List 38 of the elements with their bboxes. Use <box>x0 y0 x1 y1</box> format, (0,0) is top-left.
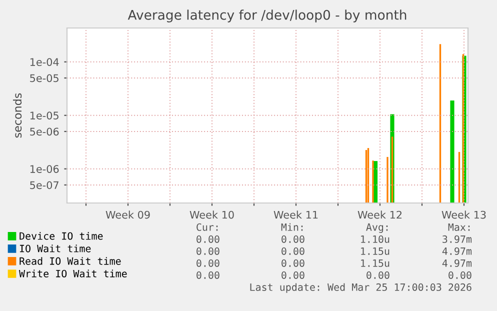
y-tick-label: 5e-05 <box>30 74 58 82</box>
text: 4.97m <box>442 247 472 255</box>
text: 0.00 <box>282 271 304 279</box>
x-tick-label: Week 10 <box>190 210 234 219</box>
text: 1.10u <box>361 235 390 243</box>
y-tick-label: 1e-05 <box>30 112 58 120</box>
x-tick-label: Week 09 <box>106 210 150 219</box>
x-tick-label: Week 11 <box>274 210 318 219</box>
y-tick-label: 1e-06 <box>30 165 59 173</box>
legend-label: IO Wait time <box>20 244 91 252</box>
text: Cur: <box>196 223 218 231</box>
x-tick-label: Week 13 <box>442 210 486 219</box>
text: 0.00 <box>282 247 304 255</box>
text: Last update: Wed Mar 25 17:00:03 2026 <box>250 283 472 293</box>
chart-title: Average latency for /dev/loop0 - by month <box>128 10 406 22</box>
text: Avg: <box>366 223 388 233</box>
legend-label: Device IO time <box>20 232 103 240</box>
text: 0.00 <box>282 235 304 243</box>
legend-label: Read IO Wait time <box>20 257 121 265</box>
text: Max: <box>448 223 470 231</box>
y-axis-title: seconds <box>13 93 22 138</box>
y-tick-label: 5e-06 <box>30 128 59 136</box>
text: 1.15u <box>361 247 390 255</box>
legend-label: Write IO Wait time <box>19 270 127 278</box>
text: 0.00 <box>282 259 304 267</box>
y-tick-label: 5e-07 <box>30 181 58 190</box>
text: 0.00 <box>196 235 220 243</box>
text: 4.97m <box>442 259 472 267</box>
text: 0.00 <box>196 259 220 267</box>
text: 0.00 <box>196 271 220 279</box>
text: 0.00 <box>448 271 472 279</box>
text: 1.15u <box>361 259 390 267</box>
text: Min: <box>281 223 303 231</box>
text: 0.00 <box>366 271 390 279</box>
y-tick-label: 1e-04 <box>30 58 59 66</box>
x-tick-label: Week 12 <box>358 210 402 219</box>
text: 0.00 <box>196 247 220 255</box>
text: 3.97m <box>442 235 472 243</box>
